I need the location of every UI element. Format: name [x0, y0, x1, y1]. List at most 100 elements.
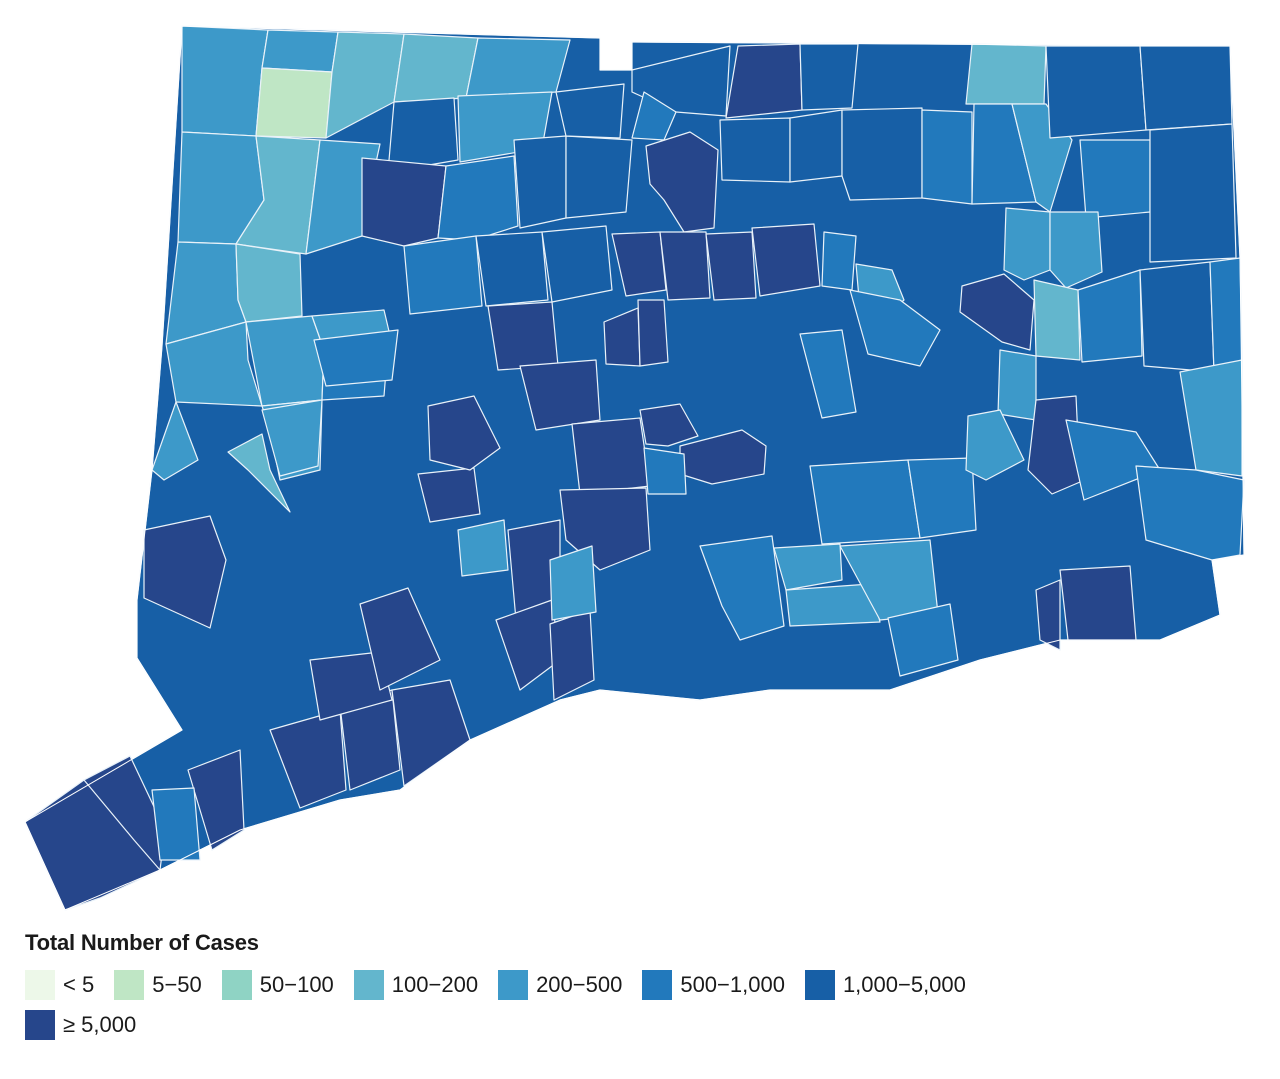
town-region — [1179, 359, 1243, 477]
town-region — [457, 519, 509, 577]
town-region — [785, 583, 881, 627]
town-region — [645, 131, 719, 233]
town-region — [261, 29, 339, 73]
town-region — [751, 223, 821, 297]
town-region — [639, 403, 699, 447]
town-region — [325, 31, 405, 139]
legend-swatch — [353, 970, 384, 1000]
legend-swatch — [114, 970, 145, 1000]
town-region — [519, 359, 601, 431]
legend-item-5000-plus: ≥ 5,000 — [25, 1010, 136, 1040]
legend-swatch — [221, 970, 252, 1000]
town-region — [887, 603, 959, 677]
town-region — [387, 97, 459, 173]
town-region — [631, 45, 731, 117]
legend-item-200-500: 200−500 — [498, 970, 622, 1000]
legend-item-100-200: 100−200 — [353, 970, 479, 1000]
town-region — [1139, 261, 1215, 373]
legend-swatch — [804, 970, 835, 1000]
town-region — [821, 231, 857, 291]
town-region — [921, 109, 973, 205]
town-region — [725, 43, 803, 119]
legend-item-1000-5000: 1,000−5,000 — [804, 970, 966, 1000]
legend-item-50-100: 50−100 — [221, 970, 334, 1000]
legend-title: Total Number of Cases — [25, 930, 259, 955]
town-region — [359, 587, 441, 691]
town-region — [799, 329, 857, 419]
town-region — [513, 135, 567, 229]
town-region — [965, 409, 1025, 481]
town-region — [1077, 269, 1143, 363]
town-region — [1035, 579, 1061, 651]
town-region — [181, 25, 269, 137]
town-region — [417, 467, 481, 523]
town-region — [555, 83, 625, 139]
town-region — [403, 235, 483, 315]
town-region — [719, 117, 791, 183]
town-region — [437, 155, 519, 241]
town-region — [151, 787, 201, 861]
town-region — [1003, 207, 1051, 281]
town-region — [773, 543, 843, 591]
town-region — [637, 299, 669, 367]
town-region — [393, 33, 479, 103]
town-region — [1135, 465, 1245, 561]
town-region — [643, 447, 687, 495]
town-region — [799, 43, 859, 111]
legend-swatch — [642, 970, 673, 1000]
town-region — [255, 67, 333, 139]
town-region — [487, 301, 559, 371]
town-region — [151, 401, 199, 481]
town-region — [789, 109, 843, 183]
legend-item-5-50: 5−50 — [114, 970, 202, 1000]
town-region — [1209, 257, 1243, 373]
town-region — [659, 231, 711, 301]
town-region — [1139, 45, 1233, 131]
town-regions — [24, 25, 1245, 911]
town-region — [549, 545, 597, 621]
legend-item-under-5: < 5 — [25, 970, 94, 1000]
legend-label: 1,000−5,000 — [842, 972, 966, 997]
town-region — [143, 515, 227, 629]
town-region — [699, 535, 785, 641]
town-region — [571, 417, 651, 495]
legend-label: 100−200 — [391, 972, 479, 997]
legend-label: 5−50 — [152, 972, 202, 997]
legend-swatch — [25, 970, 55, 1000]
state-outline — [24, 25, 1245, 911]
town-region — [705, 231, 757, 301]
town-region — [227, 433, 291, 513]
town-region — [959, 273, 1035, 351]
connecticut-choropleth-map — [24, 25, 1245, 911]
legend-swatch — [498, 970, 529, 1000]
legend-items: < 5 5−50 50−100 100−200 200−500 500−1,00… — [25, 970, 1105, 1040]
legend-swatch — [25, 1010, 55, 1040]
legend-item-500-1000: 500−1,000 — [642, 970, 785, 1000]
town-region — [269, 709, 347, 809]
town-region — [565, 135, 633, 219]
map-legend: Total Number of Cases < 5 5−50 50−100 10… — [25, 930, 1125, 1040]
town-region — [809, 459, 921, 545]
town-region — [907, 457, 977, 539]
town-region — [965, 43, 1047, 105]
legend-label: 50−100 — [259, 972, 334, 997]
town-region — [313, 329, 399, 387]
town-region — [849, 289, 941, 367]
town-region — [611, 231, 667, 297]
town-region — [261, 399, 323, 477]
town-region — [1049, 211, 1103, 289]
town-region — [427, 395, 501, 471]
legend-label: 500−1,000 — [680, 972, 785, 997]
town-region — [1033, 279, 1081, 361]
legend-label: 200−500 — [536, 972, 623, 997]
town-region — [475, 231, 549, 307]
legend-label: < 5 — [63, 972, 95, 997]
town-region — [997, 349, 1037, 421]
town-region — [1079, 139, 1151, 219]
town-region — [361, 157, 447, 247]
town-region — [1059, 565, 1137, 641]
town-region — [841, 107, 923, 201]
town-region — [1045, 45, 1147, 139]
town-region — [541, 225, 613, 303]
town-region — [1149, 123, 1237, 263]
